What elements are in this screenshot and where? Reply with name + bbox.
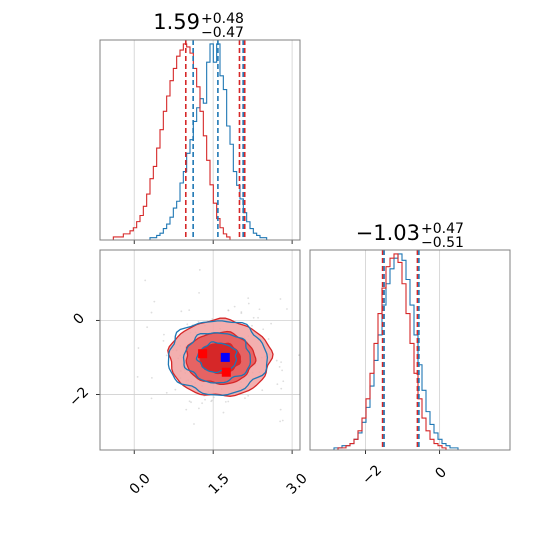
marker-square [198, 349, 208, 359]
sample-point [278, 365, 281, 368]
marginal-param1-frame [99, 39, 301, 241]
title-param2: −1.03 +0.47 −0.51 [356, 221, 464, 251]
sample-point [222, 411, 225, 414]
sample-point [180, 310, 183, 313]
sample-point [279, 298, 282, 300]
sample-point [197, 407, 200, 410]
sample-point [150, 311, 153, 314]
sample-point [150, 397, 153, 400]
sample-point [286, 308, 288, 310]
sample-point [280, 387, 283, 390]
histogram-red-param1 [100, 43, 300, 241]
sample-point [261, 389, 264, 392]
x-tick-labels-marginal2: −2 0 [359, 462, 450, 488]
x-tick-label: 1.5 [206, 471, 233, 498]
sample-point [197, 320, 200, 323]
sample-point [275, 359, 278, 362]
title-param2-lower: −0.51 [421, 235, 464, 251]
sample-point [280, 361, 283, 364]
sample-point [279, 420, 282, 423]
marginal-param1-panel [99, 39, 301, 244]
sample-point [227, 309, 230, 312]
x-tick-label: −2 [359, 462, 385, 488]
marginal-param2-panel [309, 249, 511, 454]
sample-point [137, 347, 140, 349]
joint-panel [96, 249, 301, 454]
sample-point [188, 400, 191, 403]
sample-point [146, 326, 149, 329]
sample-point [186, 323, 189, 326]
sample-point [162, 340, 165, 342]
sample-point [240, 311, 243, 313]
sample-point [233, 305, 236, 308]
sample-point [201, 402, 204, 405]
contour-line-blue [182, 332, 252, 384]
title-param1-upper: +0.48 [201, 11, 244, 27]
sample-point [193, 423, 195, 425]
sample-point [247, 297, 250, 300]
sample-point [198, 269, 201, 271]
sample-point [153, 300, 156, 303]
sample-point [276, 383, 279, 386]
sample-point [174, 388, 177, 391]
sample-point [262, 328, 265, 331]
sample-point [165, 354, 168, 357]
sample-point [150, 376, 153, 379]
sample-point [251, 324, 253, 327]
y-tick-label: −2 [66, 384, 92, 410]
sample-point [144, 279, 147, 282]
sample-point [244, 397, 246, 400]
sample-point [204, 398, 206, 401]
histogram-blue-param2 [310, 253, 510, 451]
sample-point [247, 394, 250, 397]
sample-point [270, 322, 272, 325]
sample-point [163, 333, 165, 336]
sample-point [136, 375, 139, 378]
marker-square [221, 367, 231, 377]
sample-point [185, 408, 188, 411]
marker-square [220, 352, 230, 362]
y-tick-label: 0 [70, 310, 88, 328]
title-param2-value: −1.03 [356, 221, 420, 245]
contour-line-blue [167, 320, 269, 396]
y-tick-labels-joint: −2 0 [66, 310, 92, 410]
marginal-param2-frame [309, 249, 511, 451]
title-param2-upper: +0.47 [421, 221, 464, 237]
sample-point [211, 318, 214, 320]
title-param1-lower: −0.47 [201, 25, 244, 41]
sample-point [258, 308, 261, 311]
contour-line-red [185, 330, 257, 386]
sample-point [252, 316, 255, 319]
title-param1-value: 1.59 [153, 10, 200, 34]
sample-point [165, 391, 168, 394]
sample-point [247, 302, 250, 305]
sample-point [281, 369, 284, 372]
joint-frame [99, 249, 301, 451]
x-tick-labels-joint: 0.0 1.5 3.0 [127, 471, 311, 498]
sample-point [188, 309, 191, 312]
sample-point [267, 338, 270, 340]
sample-point [282, 380, 285, 383]
contour-line-red [167, 317, 274, 397]
x-tick-label: 0 [432, 464, 450, 482]
sample-point [227, 400, 230, 403]
sample-point [212, 396, 215, 399]
sample-point [257, 316, 259, 319]
sample-point [198, 291, 200, 294]
sample-point [224, 400, 227, 403]
sample-point [210, 400, 213, 403]
sample-point [281, 419, 284, 422]
x-tick-label: 3.0 [284, 471, 311, 498]
x-tick-label: 0.0 [127, 471, 154, 498]
sample-point [279, 408, 282, 411]
histogram-blue-param1 [100, 43, 300, 241]
sample-point [190, 401, 192, 404]
title-param1: 1.59 +0.48 −0.47 [153, 10, 244, 41]
